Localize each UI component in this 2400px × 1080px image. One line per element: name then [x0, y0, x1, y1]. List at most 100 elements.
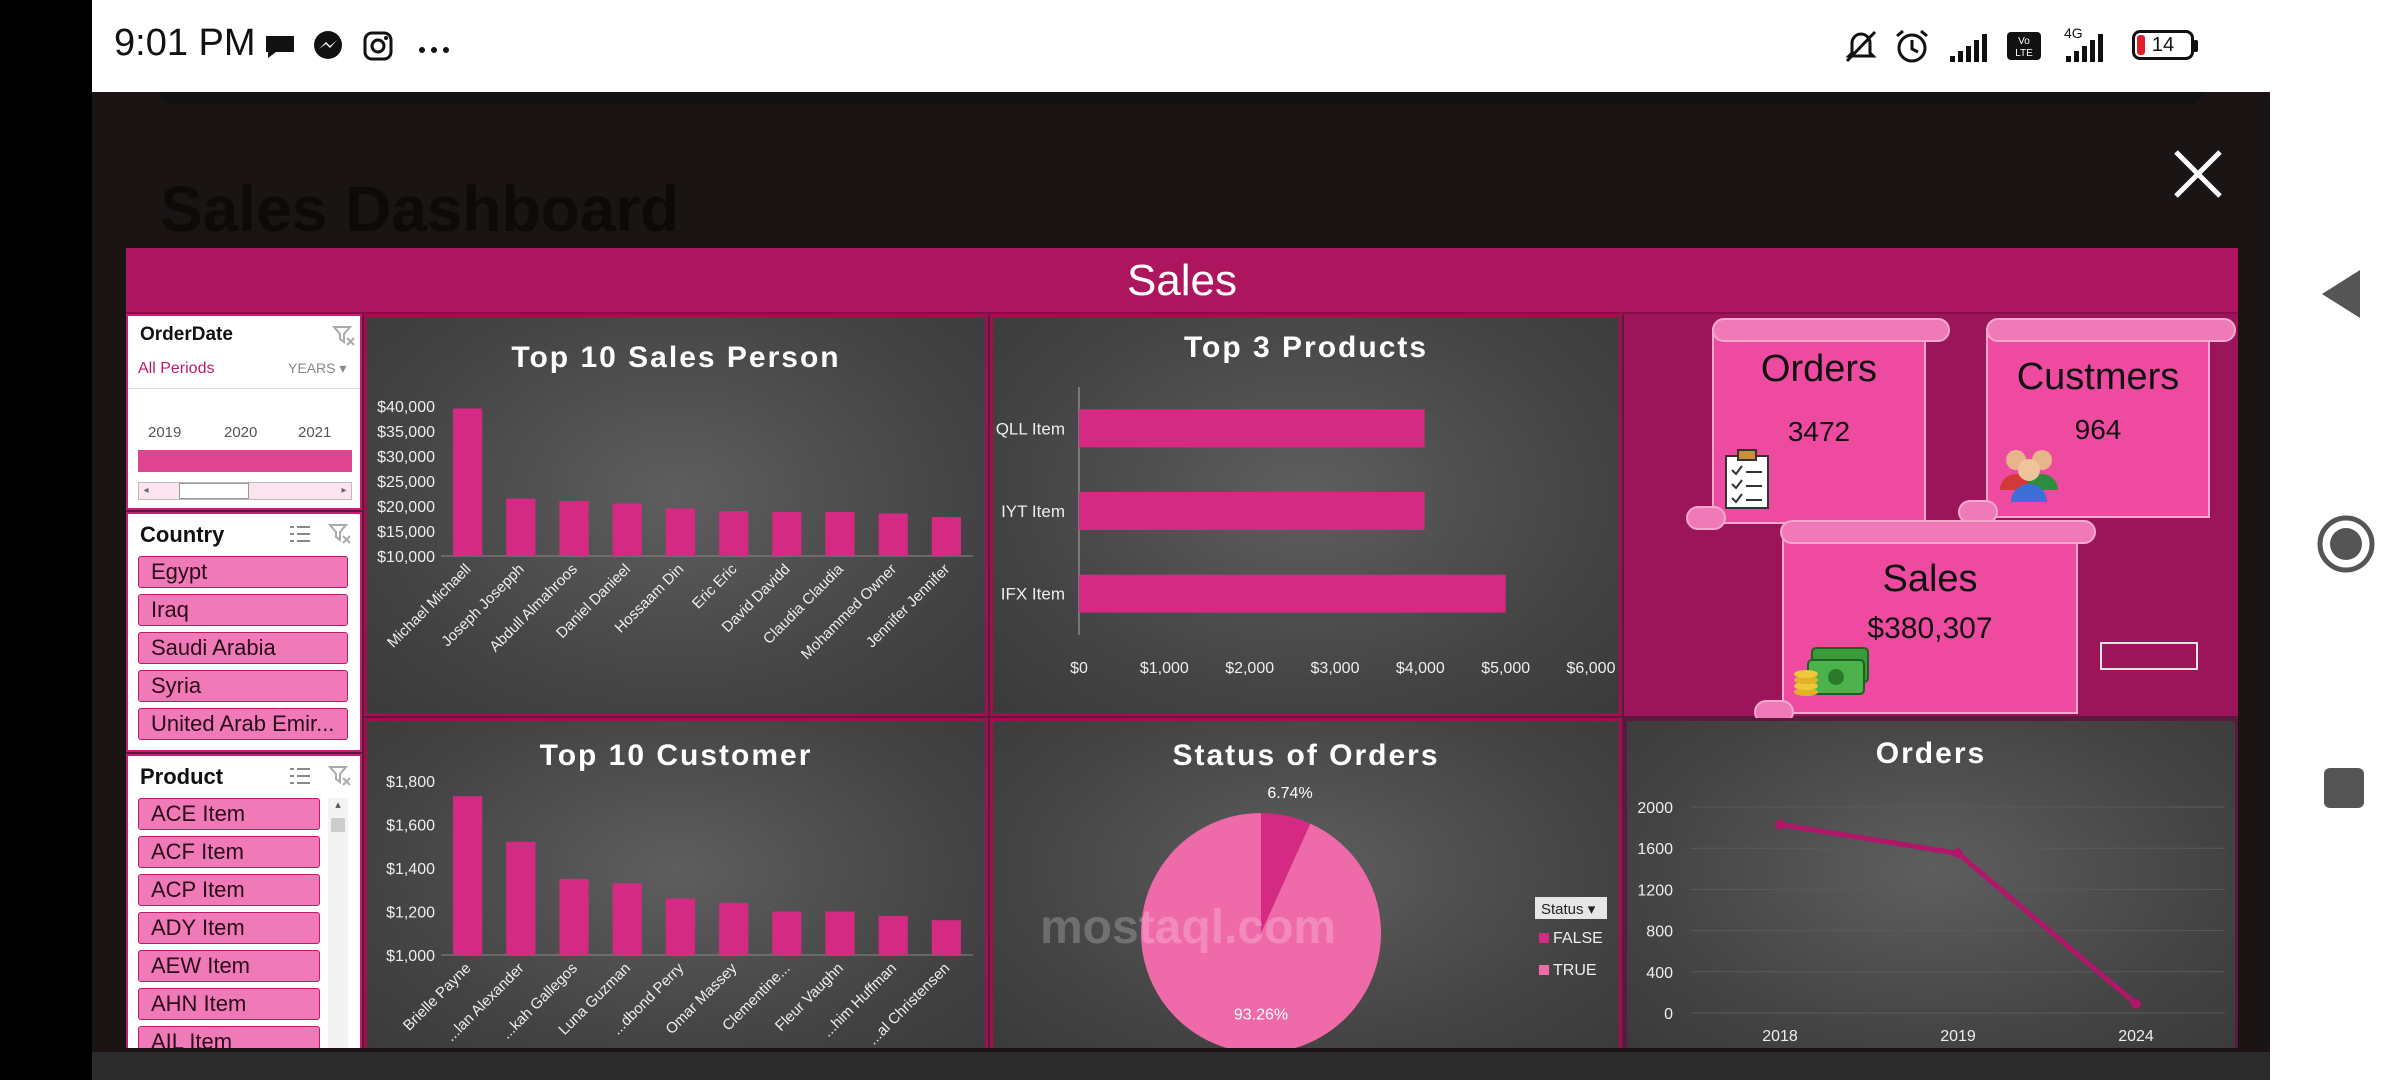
orders-kpi-label: Orders: [1760, 348, 1878, 390]
more-icon: [419, 47, 449, 53]
year-label-2020: 2020: [224, 424, 258, 441]
slicer-item-ail[interactable]: AIL Item: [138, 1026, 320, 1048]
year-label-2019: 2019: [148, 424, 182, 441]
orders-ytick-label: 0: [1664, 1006, 1673, 1023]
pie-slice-false: [1261, 813, 1311, 933]
orders-data-point: [1953, 848, 1963, 859]
sales-kpi-card: Sales $380,307: [1782, 532, 2078, 714]
dashboard-title: Sales: [1126, 256, 1238, 305]
country-slicer: Country Egypt Iraq Saudi Arabia Syria Un…: [126, 512, 362, 752]
orders-ytick-label: 2000: [1637, 800, 1673, 817]
chat-icon: [266, 36, 294, 58]
sales-kpi-value: $380,307: [1867, 612, 1993, 645]
customer-bar: [665, 898, 696, 955]
watermark: mostaql.com: [1040, 901, 1337, 954]
products-xtick-label: $6,000: [1567, 660, 1616, 677]
clear-filter-icon[interactable]: [332, 324, 356, 348]
customers-icon: [2000, 450, 2058, 502]
chart-title: Top 10 Sales Person: [511, 341, 841, 374]
slicer-item-ady[interactable]: ADY Item: [138, 912, 320, 944]
slicer-item-acf[interactable]: ACF Item: [138, 836, 320, 868]
slicer-scrollbar[interactable]: ▴: [328, 798, 348, 1048]
salesperson-ytick-label: $20,000: [377, 499, 435, 516]
clear-filter-icon[interactable]: [328, 522, 352, 546]
svg-text:LTE: LTE: [2015, 48, 2033, 59]
customer-bar: [878, 915, 908, 955]
products-bar: [1079, 574, 1506, 613]
sales-kpi-label: Sales: [1882, 558, 1978, 600]
home-icon[interactable]: [2316, 514, 2376, 574]
top-products-chart: $0 $1,000 $2,000 $3,000 $4,000 $5,000 $6,000 QL…: [996, 387, 1616, 677]
slicer-item-ahn[interactable]: AHN Item: [138, 988, 320, 1020]
products-category-label: QLL Item: [996, 419, 1065, 438]
legend-swatch: [1539, 933, 1549, 943]
salesperson-bar: [772, 512, 802, 556]
legend-filter-button: [1535, 897, 1607, 919]
scroll-up-icon[interactable]: ▴: [335, 799, 341, 811]
customers-kpi-value: 964: [2074, 414, 2122, 445]
slicer-item-acp[interactable]: ACP Item: [138, 874, 320, 906]
scroll-left-icon[interactable]: ◂: [143, 485, 149, 496]
clear-filter-icon[interactable]: [328, 764, 352, 788]
orders-data-point: [2131, 998, 2141, 1009]
orders-xtick-label: 2019: [1940, 1028, 1976, 1045]
salesperson-bar: [825, 512, 855, 556]
salesperson-bar: [931, 517, 962, 556]
back-icon[interactable]: [2320, 268, 2362, 320]
slicer-item-aew[interactable]: AEW Item: [138, 950, 320, 982]
top-sales-person-chart: $10,000 $15,000 $20,000 $25,000 $30,000 $35,0…: [377, 399, 973, 663]
orderdate-slicer: OrderDate All Periods YEARS ▾ 2019 2020 …: [126, 314, 362, 510]
time-level-dropdown[interactable]: YEARS ▾: [288, 360, 347, 376]
sales-dashboard: Sales OrderDate All Periods YEARS ▾ 2019…: [126, 248, 2238, 1048]
products-xtick-label: $2,000: [1225, 660, 1274, 677]
legend-swatch: [1539, 965, 1549, 975]
products-xtick-label: $3,000: [1311, 660, 1360, 677]
customer-ytick-label: $1,400: [386, 861, 435, 878]
slicer-item-saudi-arabia[interactable]: Saudi Arabia: [138, 632, 348, 664]
salesperson-ytick-label: $30,000: [377, 449, 435, 466]
scroll-thumb[interactable]: [331, 818, 345, 832]
timeline-bar[interactable]: [138, 450, 352, 472]
multi-select-icon[interactable]: [288, 764, 312, 788]
recents-icon[interactable]: [2322, 766, 2366, 810]
slicer-item-egypt[interactable]: Egypt: [138, 556, 348, 588]
customers-kpi-card: Custmers 964: [1986, 328, 2210, 518]
products-bar: [1079, 492, 1425, 530]
pie-data-label: 93.26%: [1234, 1006, 1288, 1023]
slicer-item-uae[interactable]: United Arab Emir...: [138, 708, 348, 740]
svg-text:4G: 4G: [2064, 25, 2083, 41]
slicer-item-ace[interactable]: ACE Item: [138, 798, 320, 830]
scroll-right-icon[interactable]: ▸: [341, 485, 347, 496]
scroll-thumb[interactable]: [179, 483, 249, 499]
orders-xtick-label: 2018: [1762, 1028, 1798, 1045]
background-page-title: Sales Dashboard: [160, 173, 680, 245]
products-bar: [1079, 409, 1425, 448]
background-card-edge: [160, 92, 2202, 104]
close-icon[interactable]: [2170, 146, 2226, 202]
timeline-scrollbar[interactable]: ◂ ▸: [138, 482, 352, 500]
customer-ytick-label: $1,200: [386, 905, 435, 922]
top-sales-person-panel: Top 10 Sales Person $10,000 $15,000 $20,00…: [364, 314, 988, 716]
salesperson-bar: [506, 498, 536, 556]
customer-bar: [452, 796, 483, 955]
sales-card-scroll: [1780, 520, 2096, 544]
orders-ytick-label: 400: [1646, 965, 1673, 982]
selected-cell-outline[interactable]: [2100, 642, 2198, 670]
orders-line-chart: 0 400 800 1200 1600 2000 2018 2019 2024: [1637, 800, 2225, 1045]
slicer-item-iraq[interactable]: Iraq: [138, 594, 348, 626]
multi-select-icon[interactable]: [288, 522, 312, 546]
customers-card-scroll: [1986, 318, 2236, 342]
salesperson-bar: [665, 508, 696, 556]
salesperson-bar: [559, 501, 589, 556]
products-xtick-label: $1,000: [1140, 660, 1189, 677]
signal-4g-icon: 4G: [2064, 25, 2103, 62]
salesperson-ytick-label: $35,000: [377, 424, 435, 441]
slicer-item-syria[interactable]: Syria: [138, 670, 348, 702]
orders-line-panel: Orders 0 400 800 1200 1600 2000 2018 2019 2024: [1624, 718, 2238, 1048]
instagram-icon: [363, 31, 393, 61]
customer-ytick-label: $1,600: [386, 818, 435, 835]
customer-bar: [506, 841, 536, 955]
svg-text:Vo: Vo: [2018, 36, 2030, 47]
